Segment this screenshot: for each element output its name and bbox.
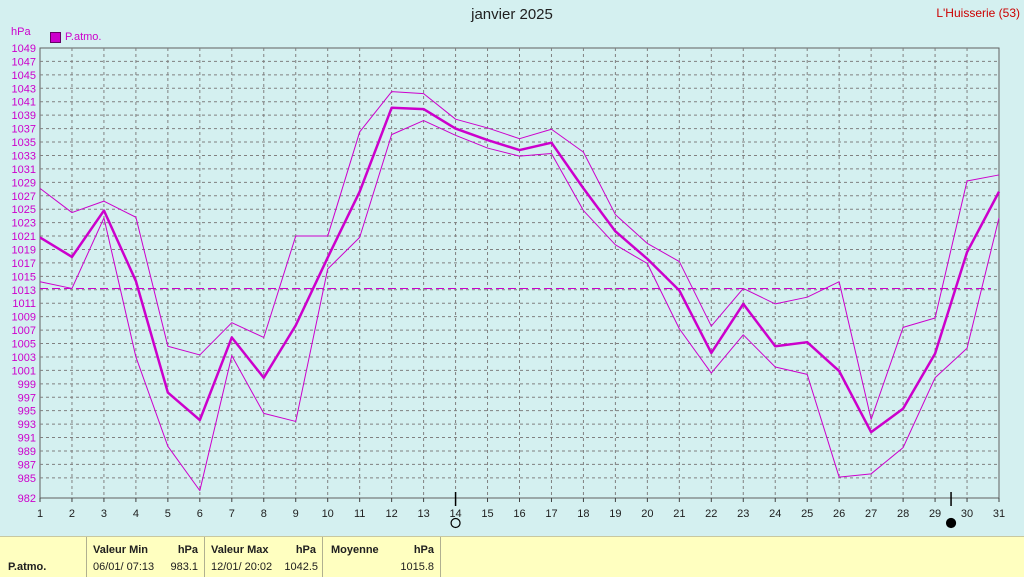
y-tick-label: 1043 (12, 83, 36, 95)
y-tick-label: 1037 (12, 124, 36, 136)
y-tick-label: 1001 (12, 365, 36, 377)
y-tick-label: 1031 (12, 164, 36, 176)
legend-label: P.atmo. (65, 31, 102, 43)
series-lines (39, 91, 1001, 492)
max-unit: hPa (295, 544, 316, 556)
max-value: 1042.5 (284, 561, 318, 573)
x-tick-label: 20 (641, 508, 653, 520)
x-tick-label: 2 (69, 508, 75, 520)
x-tick-labels: 1 2 3 4 5 6 7 8 9 10 11 12 13 14 15 16 17 18 19 20 21 22 23 24 2… (37, 508, 1005, 520)
y-tick-label: 1045 (12, 70, 36, 82)
x-tick-label: 24 (769, 508, 781, 520)
min-header: Valeur Min (93, 544, 149, 556)
x-tick-label: 7 (229, 508, 235, 520)
y-tick-label: 997 (18, 392, 36, 404)
x-tick-label: 28 (897, 508, 909, 520)
x-tick-label: 5 (165, 508, 171, 520)
y-tick-label: 1019 (12, 244, 36, 256)
x-tick-label: 21 (673, 508, 685, 520)
y-axis-unit: hPa (11, 26, 31, 38)
y-tick-label: 1027 (12, 191, 36, 203)
x-tick-label: 26 (833, 508, 845, 520)
x-tick-label: 29 (929, 508, 941, 520)
pressure-chart: 9829859879899919939959979991001100310051… (12, 43, 1005, 529)
series-line-min (39, 120, 1000, 492)
y-tick-label: 1009 (12, 312, 36, 324)
x-tick-label: 27 (865, 508, 877, 520)
y-tick-label: 995 (18, 406, 36, 418)
y-tick-label: 1029 (12, 177, 36, 189)
y-tick-label: 1033 (12, 150, 36, 162)
x-tick-label: 22 (705, 508, 717, 520)
y-tick-label: 985 (18, 473, 36, 485)
x-tick-label: 12 (386, 508, 398, 520)
x-tick-label: 10 (322, 508, 334, 520)
x-tick-label: 11 (354, 508, 365, 520)
legend: P.atmo. (50, 31, 102, 43)
y-tick-label: 1035 (12, 137, 36, 149)
footer-max-cell: Valeur Max hPa 12/01/ 20:02 1042.5 (205, 537, 323, 577)
mean-header: Moyenne (331, 544, 379, 556)
max-date: 12/01/ 20:02 (211, 561, 273, 573)
series-line-mean (39, 106, 1001, 434)
x-tick-label: 17 (545, 508, 557, 520)
x-tick-label: 13 (417, 508, 429, 520)
y-tick-label: 1049 (12, 43, 36, 55)
y-tick-label: 1017 (12, 258, 36, 270)
grid (39, 48, 1000, 502)
y-tick-label: 1007 (12, 325, 36, 337)
max-header: Valeur Max (211, 544, 269, 556)
y-tick-label: 1013 (12, 285, 36, 297)
y-tick-label: 999 (18, 379, 36, 391)
x-tick-label: 16 (513, 508, 525, 520)
x-tick-label: 14 (449, 508, 461, 520)
x-tick-label: 15 (481, 508, 493, 520)
x-tick-label: 19 (609, 508, 621, 520)
y-tick-label: 1003 (12, 352, 36, 364)
legend-swatch-icon (50, 31, 61, 43)
x-tick-label: 18 (577, 508, 589, 520)
y-tick-label: 987 (18, 459, 36, 471)
x-tick-label: 23 (737, 508, 749, 520)
y-tick-label: 1039 (12, 110, 36, 122)
min-date: 06/01/ 07:13 (93, 561, 155, 573)
x-tick-label: 3 (101, 508, 107, 520)
footer-row-label-cell: P.atmo. (0, 537, 87, 577)
y-tick-label: 1011 (12, 298, 36, 310)
new-moon-icon (945, 517, 957, 529)
x-tick-label: 30 (961, 508, 973, 520)
y-tick-label: 1041 (12, 97, 36, 109)
x-tick-label: 1 (37, 508, 43, 520)
series-line-max (39, 91, 1000, 420)
y-tick-label: 1005 (12, 339, 36, 351)
stats-footer: P.atmo. Valeur Min hPa 06/01/ 07:13 983.… (0, 536, 1024, 577)
y-tick-label: 989 (18, 446, 36, 458)
x-tick-label: 25 (801, 508, 813, 520)
y-tick-label: 993 (18, 419, 36, 431)
footer-mean-cell: Moyenne hPa 1015.8 (323, 537, 441, 577)
x-tick-label: 4 (133, 508, 139, 520)
station-name: L'Huisserie (53) (936, 6, 1020, 20)
y-tick-label: 1047 (12, 56, 36, 68)
full-moon-icon (450, 517, 461, 529)
moon-phases (450, 492, 957, 529)
y-tick-label: 1023 (12, 218, 36, 230)
x-tick-label: 8 (261, 508, 267, 520)
x-tick-label: 31 (993, 508, 1005, 520)
mean-unit: hPa (413, 544, 434, 556)
y-tick-label: 991 (18, 433, 36, 445)
x-tick-label: 9 (293, 508, 299, 520)
footer-row-label: P.atmo. (8, 561, 47, 573)
y-tick-label: 1025 (12, 204, 36, 216)
y-tick-label: 982 (18, 493, 36, 505)
footer-min-cell: Valeur Min hPa 06/01/ 07:13 983.1 (87, 537, 205, 577)
min-unit: hPa (177, 544, 198, 556)
mean-value: 1015.8 (400, 561, 434, 573)
min-value: 983.1 (170, 561, 198, 573)
chart-title: janvier 2025 (471, 6, 553, 23)
y-tick-label: 1015 (12, 271, 36, 283)
x-tick-label: 6 (197, 508, 203, 520)
y-tick-label: 1021 (12, 231, 36, 243)
